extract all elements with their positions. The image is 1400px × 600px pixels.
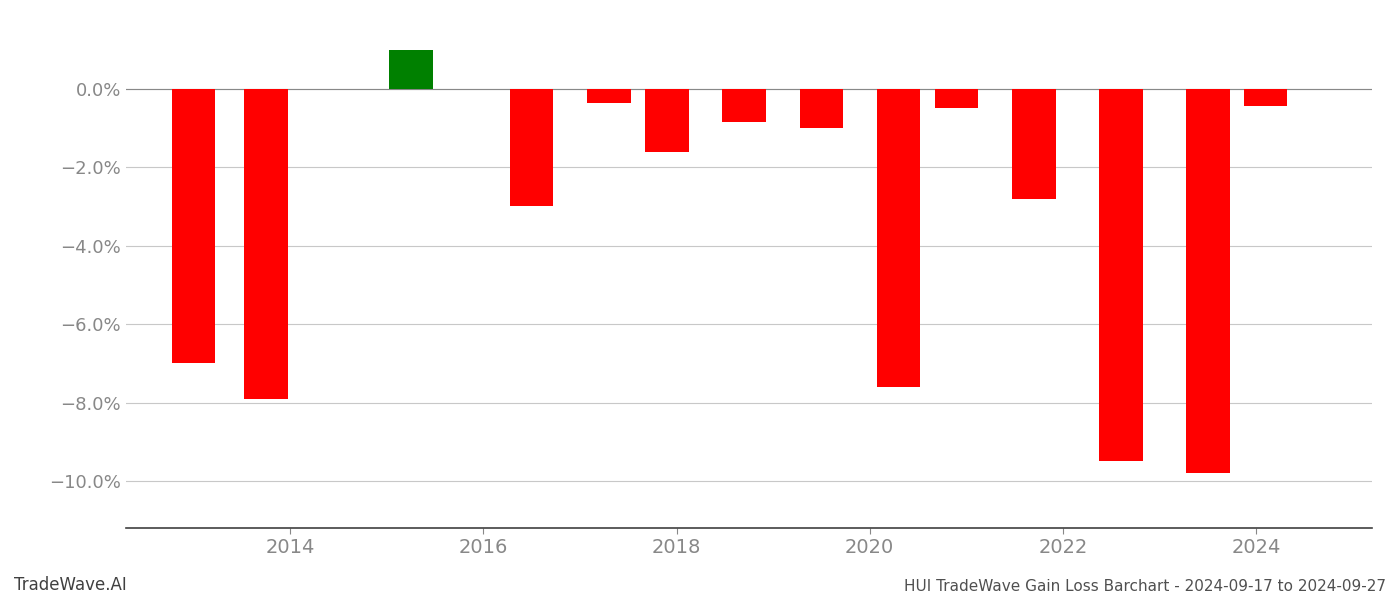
Bar <box>172 89 216 364</box>
Bar <box>645 89 689 152</box>
Bar <box>510 89 553 206</box>
Bar <box>1186 89 1229 473</box>
Bar <box>587 89 630 103</box>
Bar <box>722 89 766 122</box>
Bar <box>935 89 979 109</box>
Bar <box>245 89 288 398</box>
Text: HUI TradeWave Gain Loss Barchart - 2024-09-17 to 2024-09-27: HUI TradeWave Gain Loss Barchart - 2024-… <box>904 579 1386 594</box>
Bar <box>389 50 433 89</box>
Bar <box>1012 89 1056 199</box>
Text: TradeWave.AI: TradeWave.AI <box>14 576 127 594</box>
Bar <box>876 89 920 387</box>
Bar <box>1099 89 1142 461</box>
Bar <box>799 89 843 128</box>
Bar <box>1245 89 1288 106</box>
